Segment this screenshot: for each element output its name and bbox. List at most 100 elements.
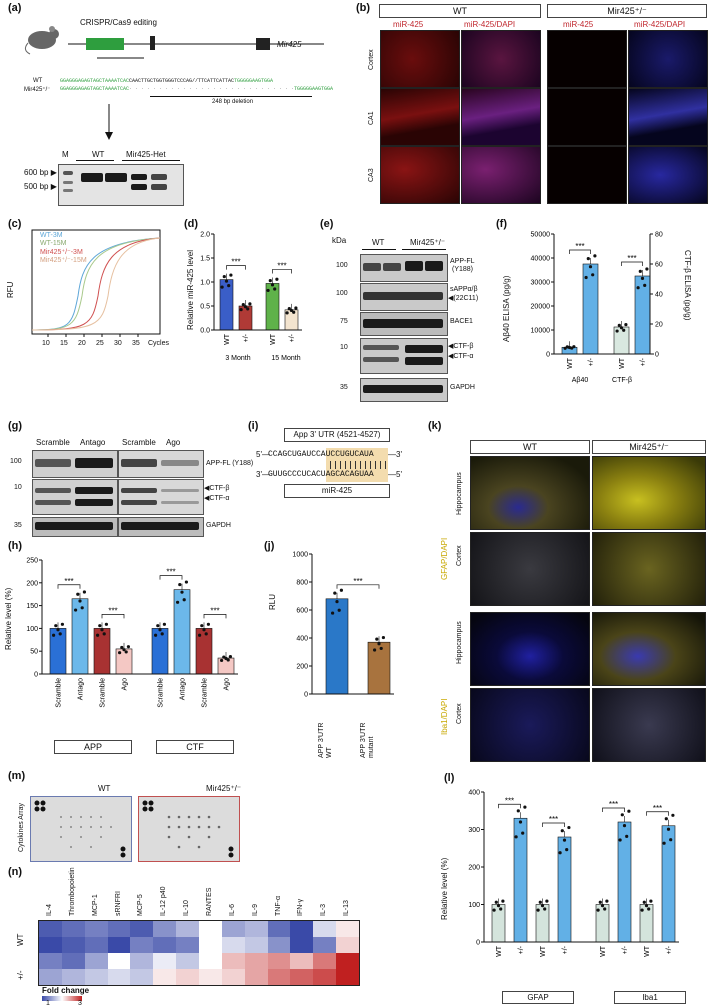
d-group-3month: 3 Month xyxy=(225,355,250,362)
k-img-mut-iba1-hippo xyxy=(592,612,706,686)
chart-h-point xyxy=(226,658,230,662)
chart-h-point xyxy=(80,606,84,610)
b-col1: miR-425 xyxy=(393,20,424,29)
e-blot-gapdh xyxy=(360,378,448,402)
n-row-mut: +/- xyxy=(16,970,25,980)
n-heat-cell xyxy=(313,937,337,953)
chart-l-ytick-label: 200 xyxy=(468,865,480,872)
chart-h-point xyxy=(82,590,86,594)
chart-h-point xyxy=(184,580,188,584)
b-row-ca1: CA1 xyxy=(368,111,375,125)
chart-f-point xyxy=(643,283,647,287)
chart-h-ytick-label: 0 xyxy=(34,672,38,679)
n-col-label: IL-3 xyxy=(320,903,328,916)
n-heat-cell xyxy=(199,937,222,953)
chart-d-ytick-label: 1.5 xyxy=(200,256,210,263)
n-heat-cell xyxy=(61,969,85,985)
c-tick-30: 30 xyxy=(114,340,122,347)
chart-l-sig-bracket xyxy=(542,822,565,827)
n-heat-cell xyxy=(221,953,245,969)
gel-wt-label: WT xyxy=(92,150,105,159)
n-col-label: IFN-γ xyxy=(297,898,305,916)
chart-f-sig-bracket xyxy=(569,249,591,254)
l-ylabel: Relative level (%) xyxy=(440,857,449,920)
panel-i-label: (i) xyxy=(248,420,259,432)
chart-f-point xyxy=(636,286,640,290)
n-col-label: IL-9 xyxy=(251,903,259,916)
chart-f-xtick-label: +/- xyxy=(588,357,595,366)
chart-h-sig-label: *** xyxy=(64,577,73,586)
e-m4: 10 xyxy=(340,344,348,351)
agarose-gel xyxy=(58,164,184,206)
n-heat-cell xyxy=(176,937,199,953)
h-ylabel: Relative level (%) xyxy=(4,587,13,650)
k-img-wt-iba1-cortex xyxy=(470,688,590,762)
b-row-cortex: Cortex xyxy=(368,49,375,70)
n-col-label: RANTES xyxy=(206,887,213,916)
n-heat-cell xyxy=(130,953,154,969)
e-b2: sAPPα/β xyxy=(450,286,478,293)
n-heat-cell xyxy=(336,953,359,969)
g-m100: 100 xyxy=(10,458,22,465)
down-arrow xyxy=(105,104,113,140)
c-tick-35: 35 xyxy=(132,340,140,347)
chart-l-point xyxy=(496,904,501,908)
f-right-tick-label: 40 xyxy=(655,292,663,299)
chart-l-ytick-label: 300 xyxy=(468,827,480,834)
n-heat-cell xyxy=(130,969,154,985)
n-heat-cell xyxy=(61,921,85,937)
n-heat-cell xyxy=(336,921,359,937)
chart-d-point xyxy=(239,308,243,312)
gene-label: Mir425 xyxy=(277,40,302,49)
chart-d-point xyxy=(285,311,289,315)
chart-d-point xyxy=(266,288,270,293)
e-blot-sapp xyxy=(360,283,448,311)
chart-d-point xyxy=(222,274,226,279)
chart-h-sig-bracket xyxy=(203,614,227,619)
e-b1: APP-FL xyxy=(450,258,475,265)
k-img-wt-gfap-cortex xyxy=(470,532,590,606)
chart-j-point xyxy=(377,642,381,646)
chart-j-ytick-label: 800 xyxy=(296,580,308,587)
panel-j-chart: 0 200 400 600 800 1000 *** xyxy=(292,552,394,699)
chart-h-point xyxy=(160,632,164,636)
k-img-wt-iba1-hippo xyxy=(470,612,590,686)
f-right-tick-label: 60 xyxy=(655,262,663,269)
chart-l-point xyxy=(536,908,540,912)
n-heat-cell xyxy=(290,969,314,985)
b-col4: miR-425/DAPI xyxy=(634,20,686,29)
chart-f-point xyxy=(622,328,626,332)
deletion-bracket xyxy=(150,96,312,97)
k-row1: Hippocampus xyxy=(456,472,463,515)
chart-h-point xyxy=(200,624,204,628)
chart-h-point xyxy=(76,592,80,596)
d-ylabel: Relative miR-425 level xyxy=(186,249,195,330)
chart-h-point xyxy=(100,628,104,632)
n-row-wt: WT xyxy=(16,933,25,946)
n-heat-cell xyxy=(153,921,177,937)
chart-l-xtick-label: +/- xyxy=(518,945,525,954)
chart-f-point xyxy=(586,257,590,261)
n-heat-cell xyxy=(107,953,131,969)
b-img-mut-ca1-merge xyxy=(628,88,708,146)
e-kda: kDa xyxy=(332,236,347,245)
c-tick-15: 15 xyxy=(60,340,68,347)
k-mut-header: Mir425⁺/⁻ xyxy=(592,440,706,454)
n-heat-cell xyxy=(39,953,62,969)
n-heat-cell xyxy=(39,921,62,937)
l-group-iba1: Iba1 xyxy=(614,991,686,1004)
k-side1: GFAP/DAPI xyxy=(440,537,449,580)
chart-j-point xyxy=(375,637,379,641)
n-heat-cell xyxy=(244,937,268,953)
g-b1: APP-FL (Y188) xyxy=(206,460,254,467)
c-curve-wt15m xyxy=(31,237,161,331)
chart-l-point xyxy=(558,851,562,855)
bp500-label: 500 bp ▶ xyxy=(24,182,57,191)
chart-h-sig-label: *** xyxy=(210,606,219,615)
chart-l-point xyxy=(499,907,503,911)
chart-l-point xyxy=(598,900,602,904)
chart-l-sig-label: *** xyxy=(609,800,618,809)
g-b2: ◀CTF-β xyxy=(204,485,230,492)
chart-h-sig-bracket xyxy=(57,584,81,589)
panel-a-label: (a) xyxy=(8,2,22,14)
